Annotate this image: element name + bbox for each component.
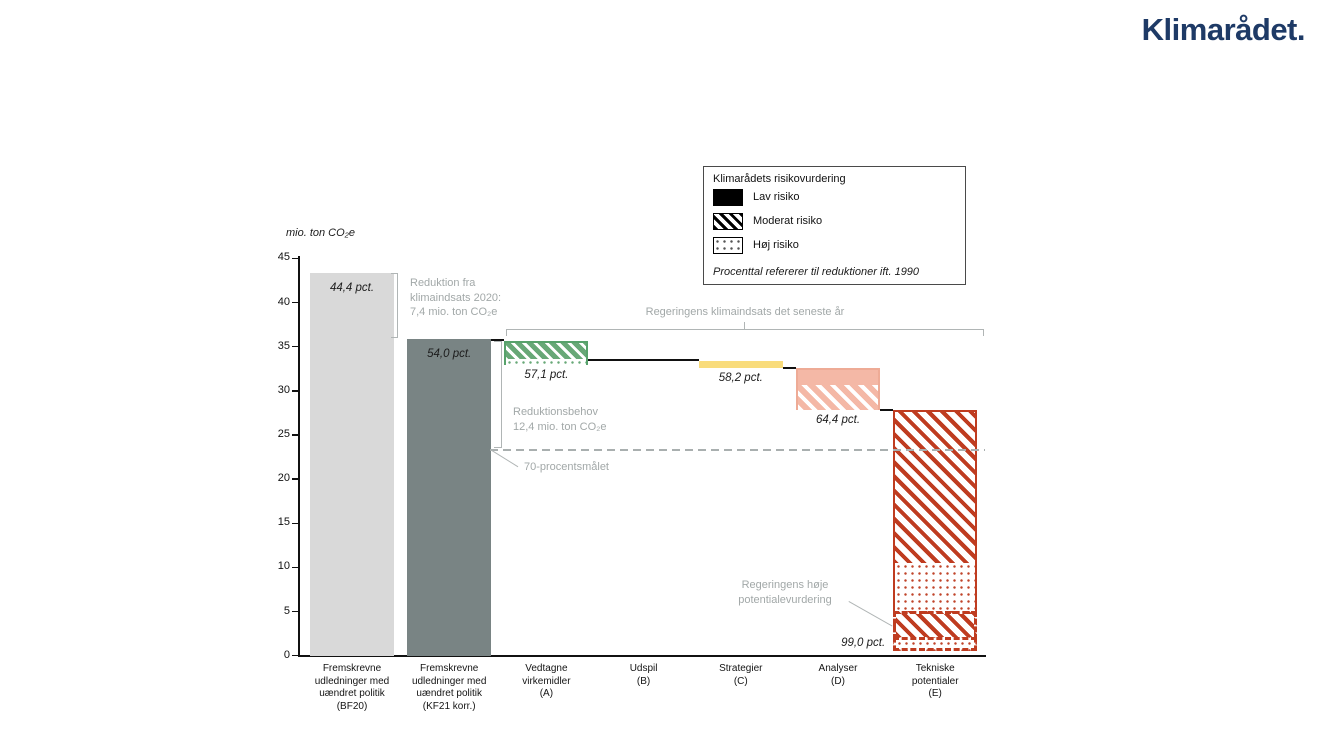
y-tick-mark (292, 434, 298, 436)
y-tick-label: 45 (277, 251, 290, 264)
y-tick-label: 35 (277, 339, 290, 352)
bracket-2020-vline (397, 273, 398, 338)
waterfall-bar (698, 360, 783, 368)
x-axis-category-label: Fremskrevne udledninger med uændret poli… (411, 663, 487, 712)
legend-swatch-dots (713, 237, 743, 254)
y-tick-label: 40 (277, 295, 290, 308)
x-axis-category-label: Fremskrevne udledninger med uændret poli… (314, 663, 390, 712)
bar-segment-moderat (895, 412, 976, 565)
y-axis-title: mio. ton CO₂e (286, 227, 355, 239)
waterfall-bar (796, 367, 880, 411)
bar-segment-dashed-høj (893, 637, 978, 651)
gov-effort-bracket-tick-center (744, 322, 745, 329)
gov-effort-bracket-tick-left (506, 329, 507, 336)
x-axis-category-label: Tekniske potentialer (E) (911, 663, 959, 699)
y-tick-mark (292, 566, 298, 569)
bar-segment-høj (506, 359, 587, 366)
legend-swatch-solid (713, 189, 743, 206)
legend-item-label: Moderat risiko (753, 215, 823, 227)
y-tick-mark (292, 257, 298, 260)
x-axis-line (298, 654, 986, 657)
y-tick-mark (292, 390, 298, 392)
waterfall-connector (880, 409, 894, 412)
y-axis-line (298, 256, 300, 656)
bar-segment-lav (798, 369, 878, 387)
legend-swatch-hatch (713, 213, 743, 230)
annotation-reduction-2020: Reduktion fra klimaindsats 2020: 7,4 mio… (410, 277, 502, 318)
target-70pct-dashed-line (490, 449, 985, 451)
bracket-2020-tick-bottom (391, 337, 398, 338)
legend-item-label: Lav risiko (753, 191, 800, 203)
y-tick-label: 5 (283, 604, 290, 617)
gov-potential-pointer-line (848, 601, 893, 627)
waterfall-bar (504, 340, 589, 366)
bracket-need-tick-top (494, 341, 502, 342)
legend-title: Klimarådets risikovurdering (713, 173, 846, 185)
gov-effort-bracket-tick-right (983, 329, 984, 336)
y-tick-label: 0 (283, 648, 290, 661)
legend-note: Procenttal refererer til reduktioner ift… (713, 266, 920, 278)
waterfall-bar (407, 338, 492, 656)
y-tick-mark (292, 345, 298, 348)
waterfall-connector (588, 358, 699, 361)
waterfall-connector (782, 366, 796, 369)
y-tick-mark (292, 522, 298, 524)
y-tick-label: 10 (277, 560, 290, 573)
annotation-reduction-need: Reduktionsbehov 12,4 mio. ton CO₂e (513, 406, 607, 433)
annotation-target-label: 70-procentsmålet (524, 461, 609, 473)
pct-label: 57,1 pct. (524, 369, 569, 382)
y-tick-label: 15 (277, 516, 290, 529)
pct-label: 99,0 pct. (841, 636, 886, 649)
waterfall-connector (491, 338, 505, 341)
target-pointer-line (491, 450, 519, 468)
pct-label: 54,0 pct. (427, 347, 472, 360)
y-tick-mark (292, 654, 298, 657)
pct-label: 44,4 pct. (329, 282, 375, 295)
x-axis-category-label: Vedtagne virkemidler (A) (522, 663, 571, 699)
bracket-need-vline (501, 341, 502, 448)
bar-segment-lav (698, 360, 783, 368)
y-tick-label: 25 (277, 427, 290, 440)
annotation-gov-effort: Regeringens klimaindsats det seneste år (645, 306, 845, 318)
annotation-gov-potential: Regeringens høje potentialevurdering (738, 579, 832, 606)
legend-item-label: Høj risiko (753, 239, 799, 251)
x-axis-category-label: Strategier (C) (719, 663, 763, 687)
y-tick-mark (292, 610, 298, 613)
pct-label: 64,4 pct. (815, 414, 861, 427)
bar-segment-value (310, 273, 394, 656)
bar-segment-dashed-moderat (893, 610, 978, 641)
bar-segment-moderat (506, 342, 587, 362)
pct-label: 58,2 pct. (718, 371, 763, 384)
x-axis-category-label: Udspil (B) (629, 663, 658, 687)
gov-effort-bracket-hline (506, 329, 984, 330)
y-tick-mark (292, 478, 298, 480)
waterfall-bar (310, 273, 394, 656)
bracket-need-tick-bottom (494, 447, 502, 448)
waterfall-bar (893, 410, 978, 611)
bracket-2020-tick-top (391, 273, 398, 274)
bar-segment-value (407, 338, 492, 656)
x-axis-category-label: Analyser (D) (818, 663, 858, 687)
bar-segment-moderat (798, 384, 878, 411)
klimaraadet-logo: Klimarådet. (1141, 12, 1306, 47)
y-tick-mark (292, 301, 298, 304)
risk-legend-box: Klimarådets risikovurdering Lav risiko Mo… (703, 166, 966, 285)
bar-segment-høj (895, 562, 976, 611)
y-tick-label: 30 (277, 383, 290, 396)
y-tick-label: 20 (277, 472, 290, 485)
